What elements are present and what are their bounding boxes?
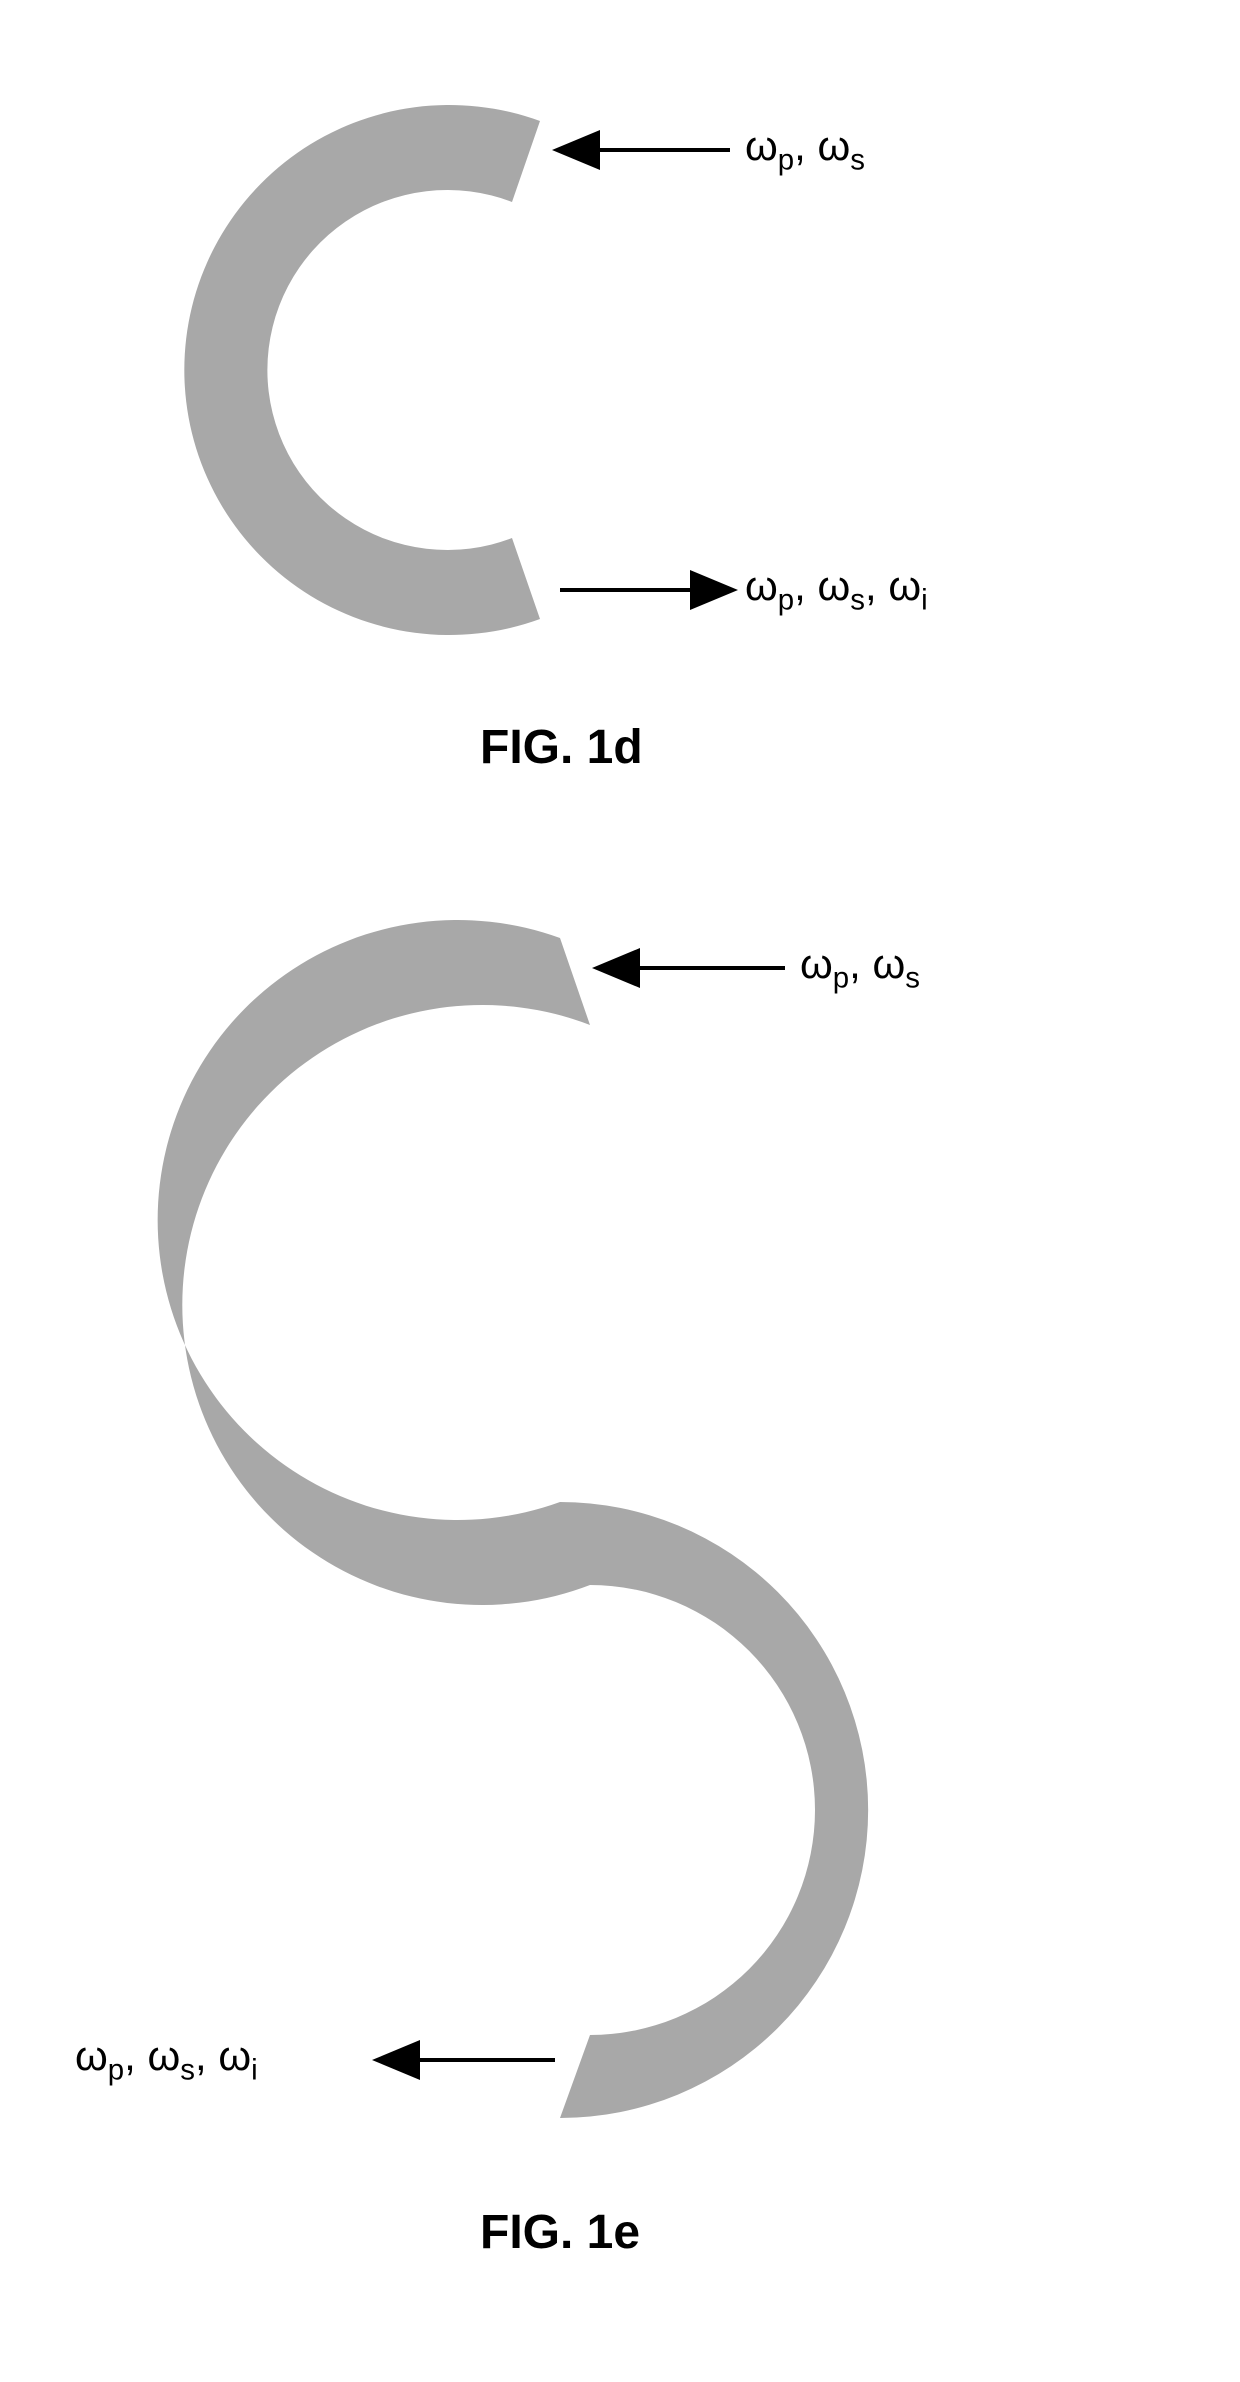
fig1d-caption: FIG. 1d: [480, 720, 643, 775]
fig1e-caption: FIG. 1e: [480, 2205, 640, 2260]
fig1e-input-label: ωp, ωs: [800, 940, 920, 995]
page: ωp, ωs ωp, ωs, ωi FIG. 1d ωp, ωs ωp, ωs,…: [0, 0, 1240, 2382]
fig1e-svg: [0, 830, 1240, 2330]
fig1d-shape: [184, 105, 540, 635]
fig1e-shape: [158, 920, 869, 2118]
fig1d-input-label: ωp, ωs: [745, 122, 865, 177]
fig1d-svg: [0, 0, 1240, 800]
fig1d-output-label: ωp, ωs, ωi: [745, 562, 928, 617]
fig1e-output-label: ωp, ωs, ωi: [75, 2032, 258, 2087]
